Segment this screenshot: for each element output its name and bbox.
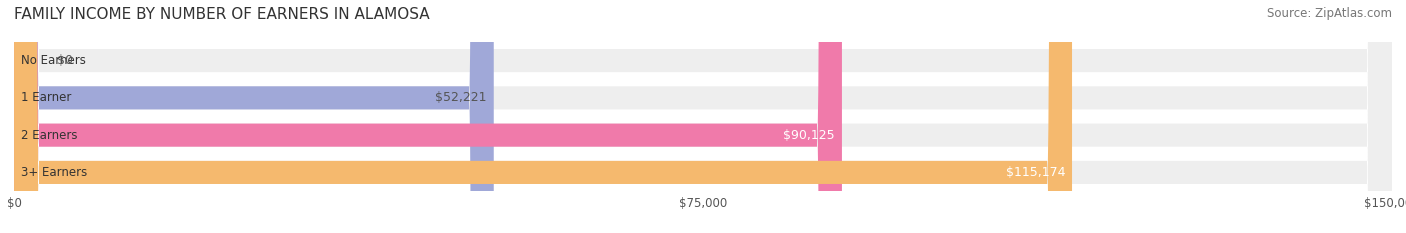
FancyBboxPatch shape — [14, 0, 1392, 233]
FancyBboxPatch shape — [14, 0, 842, 233]
FancyBboxPatch shape — [14, 0, 1071, 233]
FancyBboxPatch shape — [14, 0, 1392, 233]
Text: No Earners: No Earners — [21, 54, 86, 67]
Text: FAMILY INCOME BY NUMBER OF EARNERS IN ALAMOSA: FAMILY INCOME BY NUMBER OF EARNERS IN AL… — [14, 7, 430, 22]
Text: $52,221: $52,221 — [436, 91, 486, 104]
FancyBboxPatch shape — [14, 0, 1392, 233]
Text: $115,174: $115,174 — [1005, 166, 1066, 179]
Text: 3+ Earners: 3+ Earners — [21, 166, 87, 179]
FancyBboxPatch shape — [14, 0, 1392, 233]
FancyBboxPatch shape — [14, 0, 494, 233]
Text: Source: ZipAtlas.com: Source: ZipAtlas.com — [1267, 7, 1392, 20]
Text: 1 Earner: 1 Earner — [21, 91, 72, 104]
Text: 2 Earners: 2 Earners — [21, 129, 77, 142]
Text: $0: $0 — [58, 54, 73, 67]
Text: $90,125: $90,125 — [783, 129, 835, 142]
